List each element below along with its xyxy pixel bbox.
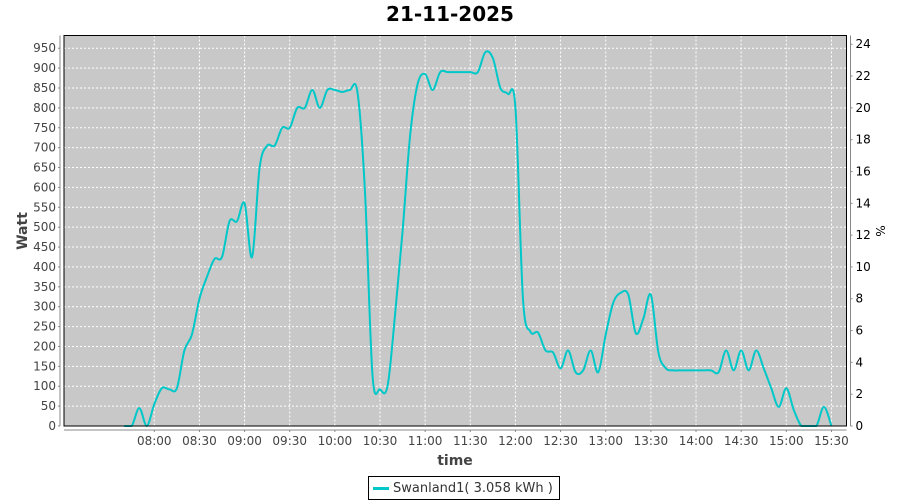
y-tick-label: 600 bbox=[33, 180, 56, 194]
x-tick-label: 14:30 bbox=[724, 434, 759, 448]
series-line-swanland1 bbox=[124, 50, 833, 428]
y2-tick-label: 0 bbox=[856, 419, 864, 433]
x-tick-label: 09:00 bbox=[227, 434, 262, 448]
axes: 0501001502002503003504004505005506006507… bbox=[33, 35, 871, 448]
x-tick-label: 14:00 bbox=[679, 434, 714, 448]
legend-swatch bbox=[373, 486, 389, 490]
y2-tick-label: 18 bbox=[856, 133, 871, 147]
y-tick-label: 300 bbox=[33, 300, 56, 314]
y-axis-label: Watt bbox=[15, 212, 31, 250]
y-tick-label: 50 bbox=[41, 399, 56, 413]
y2-tick-label: 10 bbox=[856, 260, 871, 274]
x-tick-label: 10:30 bbox=[363, 434, 398, 448]
legend: Swanland1( 3.058 kWh ) bbox=[368, 476, 560, 500]
x-tick-label: 08:30 bbox=[182, 434, 217, 448]
y2-tick-label: 6 bbox=[856, 324, 864, 338]
chart-title: 21-11-2025 bbox=[386, 2, 514, 26]
y2-tick-label: 22 bbox=[856, 69, 871, 83]
y-tick-label: 250 bbox=[33, 320, 56, 334]
y-tick-label: 900 bbox=[33, 61, 56, 75]
plot-frame bbox=[63, 35, 847, 427]
y2-axis-label: % bbox=[873, 225, 887, 236]
y2-tick-label: 4 bbox=[856, 355, 864, 369]
y-tick-label: 800 bbox=[33, 101, 56, 115]
y-tick-label: 400 bbox=[33, 260, 56, 274]
y-tick-label: 450 bbox=[33, 240, 56, 254]
y2-tick-label: 14 bbox=[856, 196, 871, 210]
x-tick-label: 11:00 bbox=[408, 434, 443, 448]
x-tick-label: 13:00 bbox=[588, 434, 623, 448]
x-tick-label: 08:00 bbox=[137, 434, 172, 448]
y2-tick-label: 20 bbox=[856, 101, 871, 115]
y2-tick-label: 24 bbox=[856, 37, 871, 51]
y-tick-label: 550 bbox=[33, 200, 56, 214]
y-tick-label: 700 bbox=[33, 141, 56, 155]
x-tick-label: 15:00 bbox=[769, 434, 804, 448]
y2-tick-label: 2 bbox=[856, 387, 864, 401]
y-tick-label: 850 bbox=[33, 81, 56, 95]
x-tick-label: 12:00 bbox=[498, 434, 533, 448]
grid-lines bbox=[64, 35, 847, 426]
y2-tick-label: 12 bbox=[856, 228, 871, 242]
x-tick-label: 12:30 bbox=[543, 434, 578, 448]
y2-tick-label: 16 bbox=[856, 164, 871, 178]
x-tick-label: 10:00 bbox=[318, 434, 353, 448]
y-tick-label: 650 bbox=[33, 161, 56, 175]
x-tick-label: 15:30 bbox=[814, 434, 849, 448]
x-tick-label: 09:30 bbox=[272, 434, 307, 448]
plot-area bbox=[64, 35, 847, 426]
legend-label: Swanland1( 3.058 kWh ) bbox=[393, 480, 553, 496]
y2-tick-label: 8 bbox=[856, 292, 864, 306]
y-tick-label: 750 bbox=[33, 121, 56, 135]
y-tick-label: 100 bbox=[33, 379, 56, 393]
y-tick-label: 200 bbox=[33, 339, 56, 353]
x-tick-label: 11:30 bbox=[453, 434, 488, 448]
x-axis-label: time bbox=[437, 453, 473, 469]
y-tick-label: 500 bbox=[33, 220, 56, 234]
y-tick-label: 950 bbox=[33, 41, 56, 55]
y-tick-label: 0 bbox=[48, 419, 56, 433]
y-tick-label: 150 bbox=[33, 359, 56, 373]
y-tick-label: 350 bbox=[33, 280, 56, 294]
x-tick-label: 13:30 bbox=[634, 434, 669, 448]
